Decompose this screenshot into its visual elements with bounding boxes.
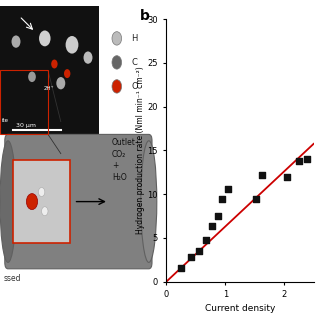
Ellipse shape: [112, 56, 122, 69]
Ellipse shape: [84, 52, 92, 64]
Bar: [13, 160, 70, 243]
Ellipse shape: [112, 80, 122, 93]
Point: [296, 158, 301, 164]
X-axis label: Current density: Current density: [205, 305, 275, 314]
Text: 2H⁺: 2H⁺: [43, 86, 54, 92]
Text: Outlet
CO₂
+
H₂O: Outlet CO₂ + H₂O: [112, 138, 136, 182]
Point: [304, 156, 309, 162]
Point: [188, 254, 194, 260]
FancyBboxPatch shape: [5, 134, 152, 269]
Ellipse shape: [38, 188, 45, 196]
Y-axis label: Hydrogen production rate (Nml min⁻¹ cm⁻²): Hydrogen production rate (Nml min⁻¹ cm⁻²…: [136, 67, 145, 234]
Point: [196, 248, 201, 253]
Text: ite: ite: [2, 118, 9, 124]
Ellipse shape: [112, 32, 122, 45]
Point: [226, 186, 231, 191]
Point: [284, 174, 290, 179]
Point: [220, 197, 225, 202]
Ellipse shape: [141, 141, 157, 262]
Text: ssed: ssed: [3, 274, 21, 283]
Text: 30 μm: 30 μm: [16, 123, 36, 128]
Ellipse shape: [56, 77, 65, 89]
Text: b: b: [140, 9, 150, 23]
Ellipse shape: [0, 141, 16, 262]
Text: C: C: [131, 58, 137, 67]
Point: [204, 237, 209, 242]
Ellipse shape: [12, 36, 20, 48]
Ellipse shape: [26, 194, 38, 210]
Point: [210, 224, 215, 229]
Point: [179, 266, 184, 271]
Text: O: O: [131, 82, 138, 91]
Ellipse shape: [51, 60, 58, 68]
Ellipse shape: [28, 72, 36, 82]
Point: [259, 172, 264, 178]
Ellipse shape: [39, 30, 51, 46]
Ellipse shape: [64, 69, 70, 78]
Point: [253, 196, 259, 201]
Text: H: H: [131, 34, 138, 43]
Ellipse shape: [66, 36, 78, 53]
Point: [216, 213, 221, 219]
Ellipse shape: [42, 207, 48, 216]
Bar: [0, 6, 99, 134]
Bar: [0, 70, 48, 134]
